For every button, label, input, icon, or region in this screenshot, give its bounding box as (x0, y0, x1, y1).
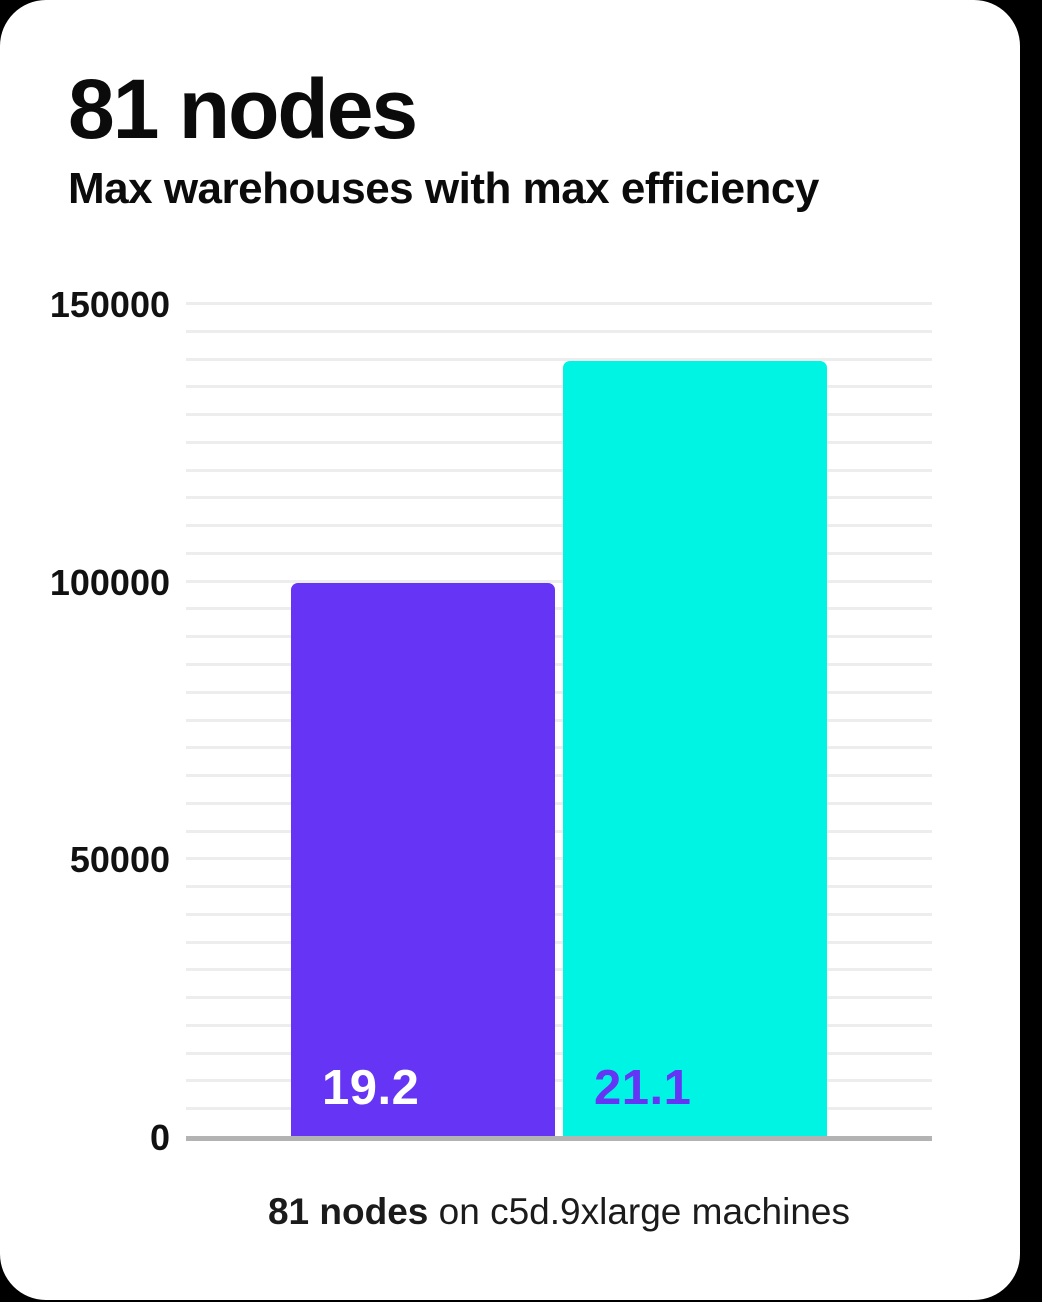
gridline (186, 829, 932, 833)
plot-area: 19.2 21.1 (186, 302, 932, 1141)
gridline (186, 468, 932, 472)
bar-21.1: 21.1 (563, 360, 827, 1138)
gridline (186, 774, 932, 778)
gridline (186, 1107, 932, 1111)
gridline (186, 968, 932, 972)
caption-bold-text: 81 nodes (267, 1191, 429, 1232)
page-title: 81 nodes (68, 62, 418, 156)
page-subtitle: Max warehouses with max efficiency (68, 164, 819, 213)
y-tick-label: 150000 (49, 284, 170, 325)
gridline (186, 551, 932, 555)
gridline (186, 357, 932, 361)
gridline (186, 996, 932, 1000)
gridline (186, 329, 932, 333)
gridline (186, 413, 932, 417)
gridline (186, 1023, 932, 1027)
gridline (186, 496, 932, 500)
gridline (186, 885, 932, 889)
y-axis: 0 50000 100000 150000 (0, 287, 170, 1156)
gridline (186, 940, 932, 944)
gridline (186, 302, 932, 305)
y-tick-label: 0 (149, 1117, 170, 1158)
gridline (186, 1051, 932, 1055)
gridline (186, 524, 932, 528)
y-tick-label: 50000 (69, 839, 170, 881)
gridline (186, 718, 932, 722)
gridline (186, 912, 932, 916)
gridline (186, 607, 932, 611)
x-axis-line (186, 1136, 932, 1141)
bar-19.2: 19.2 (291, 582, 555, 1138)
bars-container: 19.2 21.1 (186, 305, 932, 1138)
bar-value-label: 21.1 (594, 1061, 692, 1115)
y-tick-label: 100000 (49, 561, 170, 603)
bar-value-label: 19.2 (322, 1061, 420, 1115)
caption-regular-text: on c5d.9xlarge machines (428, 1191, 851, 1232)
gridline (186, 385, 932, 389)
gridline (186, 440, 932, 444)
gridline (186, 690, 932, 694)
gridline (186, 746, 932, 750)
gridline (186, 635, 932, 639)
gridline (186, 857, 932, 861)
gridline (186, 1079, 932, 1083)
gridline (186, 662, 932, 666)
chart-card: 81 nodes Max warehouses with max efficie… (0, 0, 1020, 1300)
gridline (186, 801, 932, 805)
chart-caption: 81 nodes on c5d.9xlarge machines (186, 1191, 932, 1233)
gridline (186, 579, 932, 583)
